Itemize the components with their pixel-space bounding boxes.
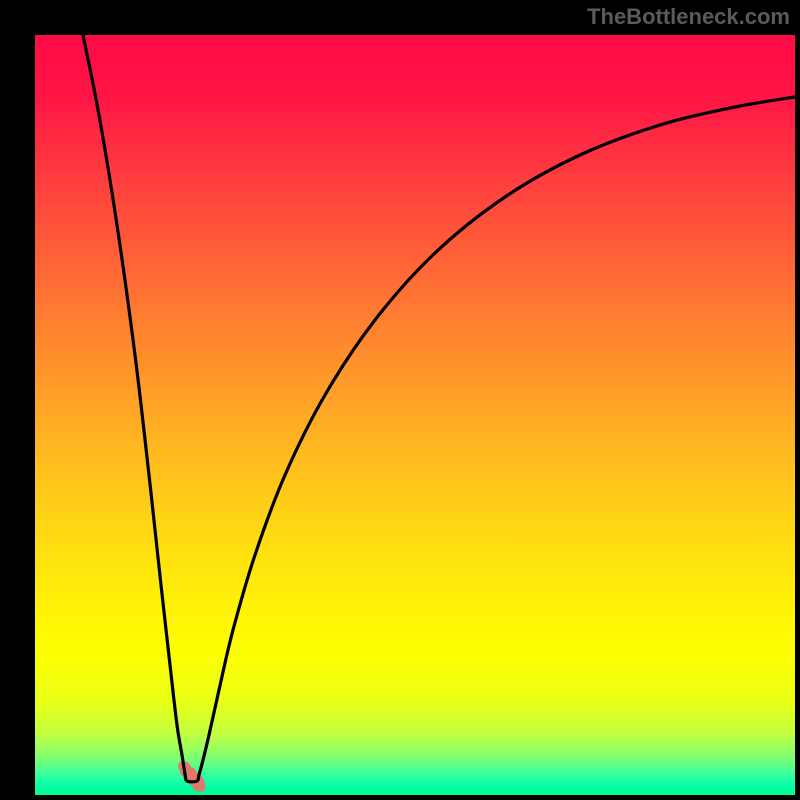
chart-container: TheBottleneck.com [0, 0, 800, 800]
curve-layer [35, 35, 795, 795]
watermark-text: TheBottleneck.com [587, 4, 790, 30]
bottleneck-curve [83, 35, 795, 782]
plot-area [35, 35, 795, 795]
